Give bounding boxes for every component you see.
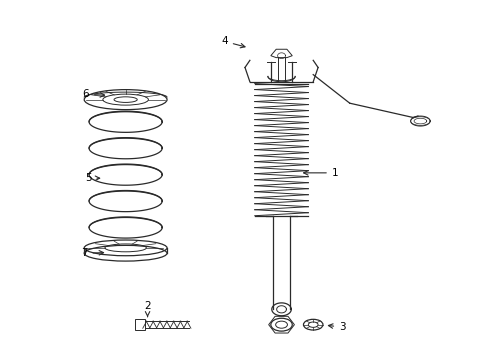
Text: 3: 3 xyxy=(328,322,346,332)
Text: 5: 5 xyxy=(85,173,99,183)
Text: 6: 6 xyxy=(82,89,104,99)
Text: 2: 2 xyxy=(144,301,151,316)
Text: 7: 7 xyxy=(81,248,103,258)
Text: 4: 4 xyxy=(221,36,245,48)
Text: 1: 1 xyxy=(304,168,339,178)
